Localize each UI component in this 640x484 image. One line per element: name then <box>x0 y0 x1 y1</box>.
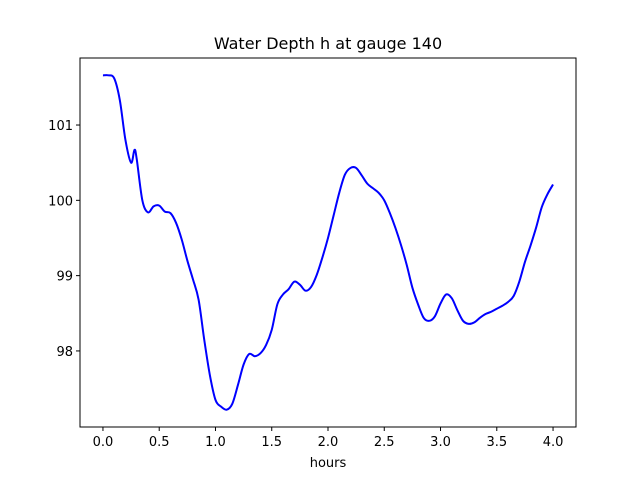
x-tick-label: 2.0 <box>318 435 339 450</box>
x-tick-label: 2.5 <box>374 435 395 450</box>
y-tick-label: 99 <box>56 270 73 285</box>
y-tick-label: 98 <box>56 345 73 360</box>
x-tick-label: 3.0 <box>430 435 451 450</box>
x-tick-label: 1.0 <box>205 435 226 450</box>
x-tick-label: 3.5 <box>486 435 507 450</box>
x-tick-label: 4.0 <box>543 435 564 450</box>
y-tick-label: 100 <box>48 194 73 209</box>
plot-frame <box>79 57 577 428</box>
series-line-h <box>102 74 554 411</box>
x-tick-label: 1.5 <box>261 435 282 450</box>
x-axis-label: hours <box>310 456 347 471</box>
y-tick-label: 101 <box>48 119 73 134</box>
x-tick-label: 0.0 <box>93 435 114 450</box>
x-tick-label: 0.5 <box>149 435 170 450</box>
chart-title: Water Depth h at gauge 140 <box>214 34 442 53</box>
axis-ticks: 0.0 0.5 1.0 1.5 2.0 2.5 3.0 3.5 4.0 98 99 100 101 <box>48 119 563 450</box>
